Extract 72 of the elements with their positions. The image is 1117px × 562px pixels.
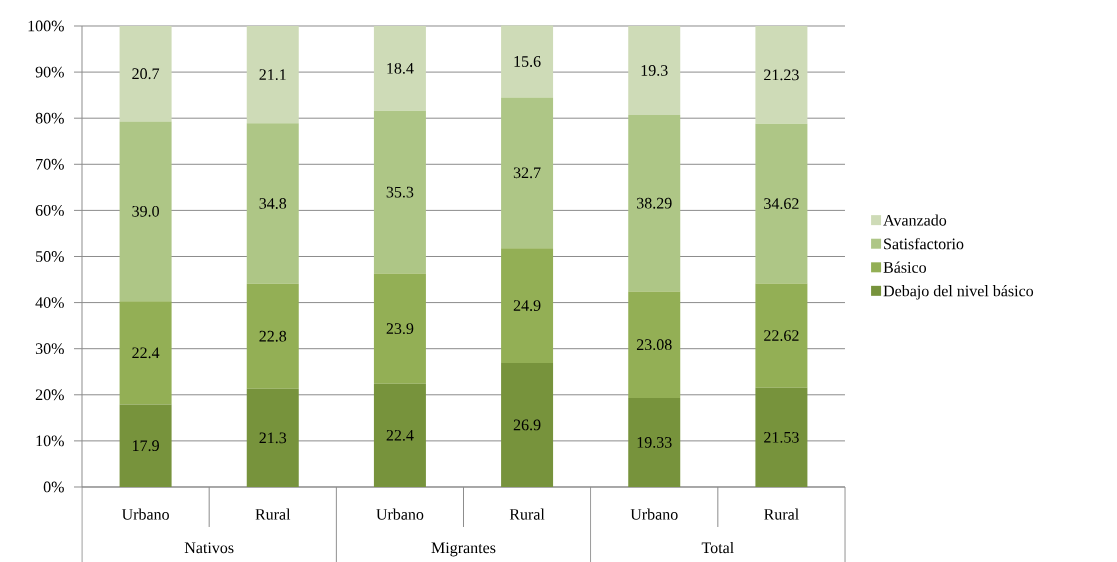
- data-label: 23.08: [636, 339, 672, 351]
- x-tick-label: Urbano: [121, 508, 169, 520]
- y-tick-label: 80%: [35, 112, 64, 124]
- bar: [755, 123, 808, 284]
- x-tick-label: Rural: [255, 508, 291, 520]
- bar: [755, 25, 808, 124]
- bar: [246, 283, 299, 389]
- data-label: 21.1: [259, 69, 286, 81]
- y-tick-label: 20%: [35, 389, 64, 401]
- bar: [628, 25, 681, 115]
- bar: [755, 283, 808, 388]
- bar: [119, 121, 172, 302]
- data-label: 23.9: [386, 323, 414, 335]
- bar: [501, 248, 554, 363]
- bar: [628, 291, 681, 398]
- data-label: 17.9: [133, 440, 159, 452]
- data-label: 22.8: [259, 330, 287, 342]
- bar: [501, 25, 554, 98]
- data-label: 22.4: [132, 347, 160, 359]
- text: Nativos: [184, 542, 234, 554]
- text: Total: [701, 541, 734, 554]
- bar: [119, 25, 172, 122]
- x-tick-label: Rural: [509, 508, 545, 520]
- data-label: 39.0: [132, 205, 159, 217]
- data-label: 26.9: [513, 419, 541, 431]
- legend-label: Avanzado: [883, 214, 947, 226]
- x-tick-label: Rural: [764, 508, 799, 520]
- legend-label: Satisfactorio: [884, 237, 964, 250]
- bar: [119, 404, 172, 487]
- data-label: 38.29: [637, 197, 672, 209]
- text: Migrantes: [431, 542, 496, 557]
- bar: [246, 25, 299, 124]
- y-tick-label: 10%: [36, 435, 64, 447]
- data-label: 20.7: [132, 68, 160, 80]
- bar: [246, 123, 299, 284]
- data-label: 18.4: [387, 62, 414, 74]
- x-tick-label: Urbano: [630, 508, 678, 520]
- data-label: 34.8: [259, 198, 287, 209]
- y-tick-label: 70%: [36, 158, 64, 170]
- bar: [501, 362, 554, 487]
- legend-label: Básico: [883, 261, 927, 273]
- y-tick-label: 90%: [35, 66, 64, 78]
- bar: [373, 110, 426, 274]
- bar: [246, 388, 299, 487]
- bar: [628, 114, 681, 292]
- data-label: 35.3: [386, 186, 414, 198]
- data-label: 34.62: [764, 198, 799, 210]
- y-tick-label: 50%: [36, 251, 64, 262]
- y-tick-label: 40%: [35, 297, 64, 309]
- bar: [755, 387, 808, 487]
- data-label: 21.53: [764, 431, 799, 443]
- y-tick-label: 60%: [35, 204, 64, 216]
- data-label: 22.62: [764, 330, 799, 341]
- data-label: 19.33: [637, 437, 672, 448]
- bar: [373, 273, 426, 384]
- bar: [373, 383, 426, 487]
- y-tick-label: 100%: [28, 20, 64, 32]
- bar: [628, 397, 681, 487]
- legend-label: Debajo del nivel básico: [883, 285, 1034, 300]
- data-label: 15.6: [514, 56, 541, 67]
- data-label: 21.23: [764, 69, 799, 81]
- y-tick-label: 0%: [43, 481, 64, 493]
- bar: [501, 97, 554, 249]
- bar: [373, 25, 426, 111]
- y-tick-label: 30%: [35, 343, 64, 355]
- data-label: 19.3: [641, 65, 668, 76]
- data-label: 24.9: [513, 300, 541, 311]
- data-label: 21.3: [259, 432, 287, 444]
- x-tick-label: Urbano: [376, 508, 424, 520]
- data-label: 32.7: [513, 167, 541, 179]
- bar: [119, 301, 172, 405]
- data-label: 22.4: [386, 429, 414, 441]
